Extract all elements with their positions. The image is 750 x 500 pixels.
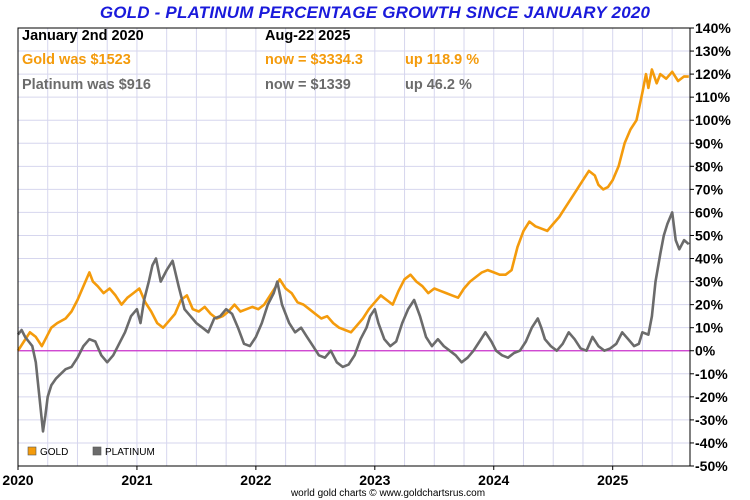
legend-label-platinum: PLATINUM (105, 447, 155, 458)
y-tick-label: 0% (695, 343, 716, 359)
y-tick-label: 20% (695, 297, 724, 313)
series-group (16, 68, 690, 433)
y-tick-label: 120% (695, 66, 731, 82)
platinum-now-label: now = $1339 (265, 77, 351, 93)
y-tick-label: -20% (695, 389, 728, 405)
gold-now-label: now = $3334.3 (265, 52, 363, 68)
y-axis-ticks: -50% -40% -30% -20% -10% 0% 10% 20% 30% 40% 50% 60%… (690, 20, 731, 474)
x-tick-label: 2023 (359, 472, 390, 488)
end-date-label: Aug-22 2025 (265, 28, 350, 44)
y-tick-label: -40% (695, 435, 728, 451)
y-tick-label: 10% (695, 320, 724, 336)
y-tick-label: 40% (695, 251, 724, 267)
gold-was-label: Gold was $1523 (22, 52, 131, 68)
grid-lines (17, 27, 690, 467)
y-tick-label: 80% (695, 158, 724, 174)
legend: GOLD PLATINUM (27, 446, 155, 458)
x-tick-label: 2021 (121, 472, 152, 488)
y-tick-label: -50% (695, 458, 728, 474)
y-tick-label: -30% (695, 412, 728, 428)
y-tick-label: 90% (695, 135, 724, 151)
y-tick-label: 100% (695, 112, 731, 128)
gold-up-label: up 118.9 % (405, 52, 479, 68)
x-tick-label: 2020 (2, 472, 33, 488)
plot-frame (17, 27, 691, 467)
x-tick-label: 2022 (240, 472, 271, 488)
y-tick-label: 50% (695, 227, 724, 243)
platinum-was-label: Platinum was $916 (22, 77, 151, 93)
x-tick-label: 2025 (597, 472, 628, 488)
y-tick-label: 60% (695, 204, 724, 220)
y-tick-label: 70% (695, 181, 724, 197)
y-tick-label: 140% (695, 20, 731, 36)
info-panel: January 2nd 2020 Aug-22 2025 Gold was $1… (22, 28, 479, 93)
x-tick-label: 2024 (478, 472, 509, 488)
series-line-gold (16, 68, 689, 352)
y-tick-label: 30% (695, 274, 724, 290)
x-axis-ticks: 2020 2021 2022 2023 2024 2025 (2, 466, 628, 488)
footer-credit: world gold charts © www.goldchartsrus.co… (290, 488, 485, 499)
start-date-label: January 2nd 2020 (22, 28, 144, 44)
legend-label-gold: GOLD (40, 447, 68, 458)
legend-swatch-platinum (92, 446, 102, 456)
legend-swatch-gold (27, 446, 37, 456)
platinum-up-label: up 46.2 % (405, 77, 472, 93)
series-line-platinum (16, 211, 690, 433)
y-tick-label: 130% (695, 43, 731, 59)
y-tick-label: 110% (695, 89, 731, 105)
y-tick-label: -10% (695, 366, 728, 382)
chart-title: GOLD - PLATINUM PERCENTAGE GROWTH SINCE … (99, 3, 651, 22)
